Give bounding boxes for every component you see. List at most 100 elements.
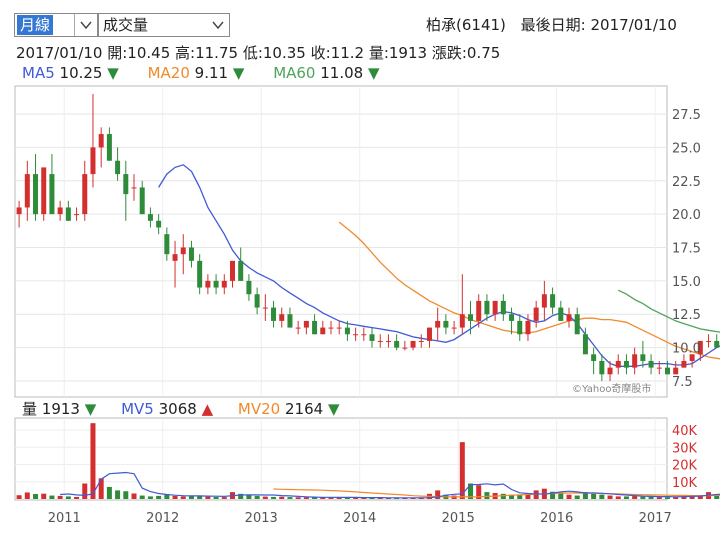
price-panel — [14, 85, 668, 398]
volume-bar — [582, 492, 588, 499]
volume-bar — [591, 493, 597, 499]
volume-bar — [509, 494, 515, 499]
volume-bar — [574, 495, 580, 499]
volume-bar — [16, 495, 22, 499]
candle-body — [517, 320, 523, 335]
candle-body — [115, 160, 121, 175]
volume-bar — [550, 491, 556, 499]
volume-panel — [14, 417, 668, 501]
volume-bar — [394, 497, 400, 499]
mv20-label: MV20 — [237, 400, 281, 418]
volume-bar — [172, 495, 178, 499]
candle-body — [16, 207, 22, 215]
period-select[interactable]: 月線 — [14, 13, 98, 37]
candle-body — [714, 340, 720, 348]
candle-body — [582, 334, 588, 355]
volume-bar — [443, 494, 449, 499]
ma-legend: MA5 10.25 ▼ MA20 9.11 ▼ MA60 11.08 ▼ — [22, 64, 384, 82]
candle-body — [197, 260, 203, 288]
volume-bar — [533, 490, 539, 499]
candle-body — [484, 300, 490, 315]
candle-body — [57, 207, 63, 215]
ma20-line — [338, 221, 720, 360]
volume-bar — [607, 495, 613, 499]
ma60-label: MA60 — [273, 64, 316, 82]
ma5-legend: MA5 10.25 ▼ — [22, 64, 144, 82]
volume-bar — [65, 496, 71, 499]
candle-body — [706, 340, 712, 342]
volume-bar — [82, 483, 88, 499]
volume-bar — [664, 497, 670, 499]
candle-body — [426, 327, 432, 341]
volume-bar — [492, 492, 498, 499]
candle-body — [525, 320, 531, 335]
last-date-label: 最後日期: — [520, 16, 586, 34]
volume-bar — [697, 495, 703, 499]
candle-body — [328, 327, 334, 329]
volume-bar — [98, 478, 104, 499]
volume-bar — [599, 494, 605, 499]
volume-bar — [525, 493, 531, 499]
volume-bar — [49, 495, 55, 499]
price-tick-label: 27.5 — [672, 108, 701, 123]
volume-bar — [648, 496, 654, 499]
volume-bar — [90, 423, 96, 499]
volume-bar — [353, 497, 359, 499]
candle-body — [402, 347, 408, 349]
candle-body — [33, 174, 39, 215]
ma60-line — [617, 289, 720, 333]
ma5-direction: ▼ — [107, 64, 119, 82]
volume-bar — [221, 497, 227, 499]
volume-bar — [279, 496, 285, 499]
volume-bar — [484, 492, 490, 499]
candle-body — [213, 280, 219, 288]
candle-body — [566, 314, 572, 321]
candle-body — [632, 354, 638, 368]
volume-bar — [377, 497, 383, 499]
stock-name-code: 柏承(6141) — [426, 16, 506, 34]
candle-body — [377, 340, 383, 342]
ma60-direction: ▼ — [368, 64, 380, 82]
candle-body — [336, 327, 342, 329]
mv20-direction: ▼ — [327, 400, 340, 418]
volume-bar — [164, 494, 170, 499]
candle-body — [98, 134, 104, 148]
volume-bar — [287, 497, 293, 499]
indicator-select-value: 成交量 — [103, 16, 149, 34]
volume-bar — [131, 493, 137, 499]
mv20-line — [273, 488, 720, 498]
volume-bar — [410, 497, 416, 499]
year-tick-label: 2014 — [343, 511, 376, 526]
candle-body — [533, 307, 539, 321]
vol-legend: 量 1913 ▼ — [22, 400, 117, 418]
candle-body — [541, 294, 547, 308]
candle-body — [238, 260, 244, 281]
volume-bar — [33, 494, 39, 499]
candle-body — [492, 300, 498, 315]
candle-body — [410, 340, 416, 348]
ma20-label: MA20 — [147, 64, 190, 82]
candle-body — [459, 314, 465, 328]
quote-close: 收:11.2 — [310, 44, 365, 62]
volume-bar — [656, 497, 662, 499]
volume-bar — [262, 496, 268, 499]
volume-bar — [673, 496, 679, 499]
volume-bar — [476, 485, 482, 499]
candle-body — [139, 187, 145, 215]
candle-body — [82, 174, 88, 215]
candle-body — [648, 360, 654, 368]
candle-body — [558, 307, 564, 321]
volume-bar — [246, 495, 252, 499]
year-tick-label: 2016 — [540, 511, 573, 526]
year-tick-label: 2011 — [48, 511, 81, 526]
watermark: ©Yahoo奇摩股市 — [572, 382, 651, 395]
indicator-select[interactable]: 成交量 — [98, 13, 230, 37]
mv5-line — [60, 471, 720, 499]
volume-tick-label: 10K — [672, 476, 698, 491]
volume-bar — [426, 493, 432, 499]
candle-body — [147, 214, 153, 221]
ma20-value: 9.11 — [194, 64, 229, 82]
candle-body — [591, 354, 597, 361]
candle-body — [262, 307, 268, 309]
volume-bar — [714, 494, 720, 499]
